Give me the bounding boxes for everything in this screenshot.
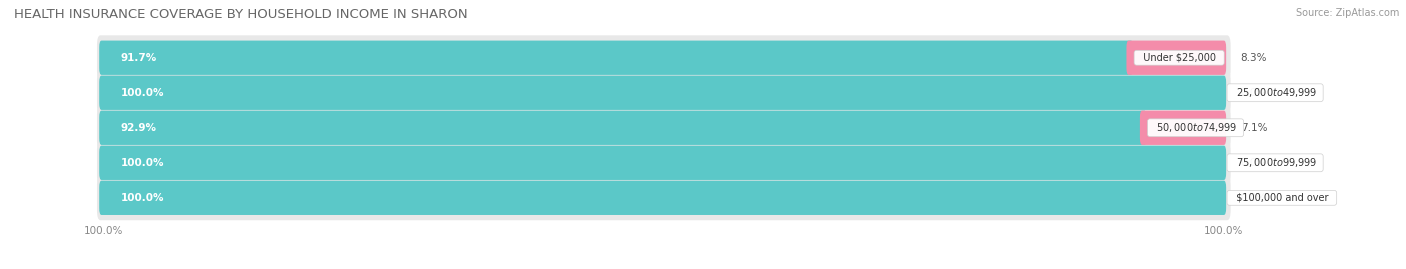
Text: 8.3%: 8.3% [1240,53,1267,63]
FancyBboxPatch shape [100,41,1133,75]
FancyBboxPatch shape [100,111,1147,145]
Text: Source: ZipAtlas.com: Source: ZipAtlas.com [1295,8,1399,18]
FancyBboxPatch shape [100,76,1226,110]
Text: $50,000 to $74,999: $50,000 to $74,999 [1150,121,1241,134]
Text: 7.1%: 7.1% [1240,123,1267,133]
Text: $25,000 to $49,999: $25,000 to $49,999 [1229,86,1320,99]
FancyBboxPatch shape [97,175,1230,220]
Text: 92.9%: 92.9% [121,123,156,133]
Text: 100.0%: 100.0% [121,193,165,203]
FancyBboxPatch shape [100,146,1226,180]
Text: $100,000 and over: $100,000 and over [1229,193,1334,203]
FancyBboxPatch shape [100,181,1226,215]
Text: 100.0%: 100.0% [121,158,165,168]
Text: Under $25,000: Under $25,000 [1136,53,1222,63]
Text: 0.0%: 0.0% [1240,158,1267,168]
FancyBboxPatch shape [1140,111,1226,145]
FancyBboxPatch shape [97,140,1230,185]
Text: 100.0%: 100.0% [1204,226,1243,236]
Text: 0.0%: 0.0% [1240,193,1267,203]
Text: HEALTH INSURANCE COVERAGE BY HOUSEHOLD INCOME IN SHARON: HEALTH INSURANCE COVERAGE BY HOUSEHOLD I… [14,8,468,21]
FancyBboxPatch shape [1126,41,1226,75]
Text: 100.0%: 100.0% [121,88,165,98]
FancyBboxPatch shape [97,70,1230,115]
FancyBboxPatch shape [97,105,1230,150]
Text: 100.0%: 100.0% [84,226,124,236]
Text: $75,000 to $99,999: $75,000 to $99,999 [1229,156,1320,169]
Text: 0.0%: 0.0% [1240,88,1267,98]
Text: 91.7%: 91.7% [121,53,156,63]
FancyBboxPatch shape [97,35,1230,80]
